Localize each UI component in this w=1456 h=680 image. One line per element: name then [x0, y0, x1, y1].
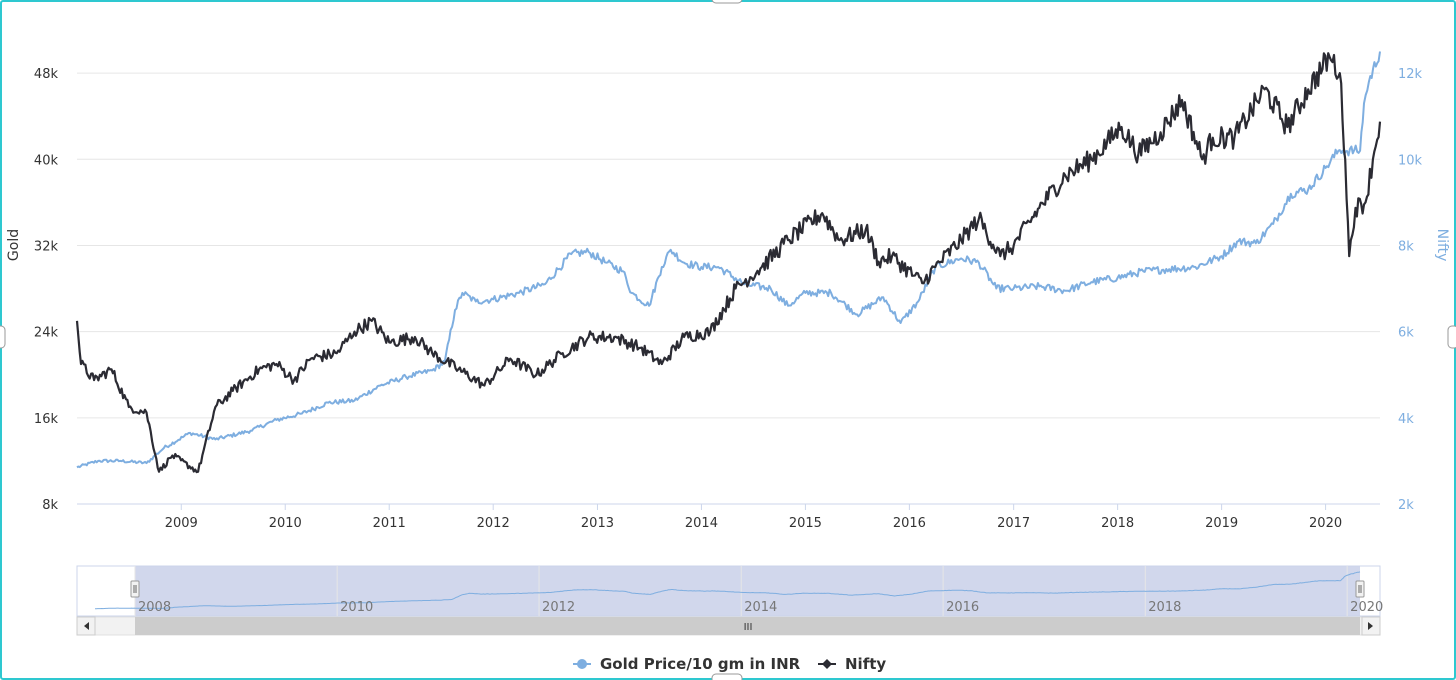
bottom-resize-handle[interactable]: [711, 673, 743, 680]
x-tick-label: 2020: [1309, 516, 1342, 531]
right-tick-label: 2k: [1398, 498, 1414, 513]
left-tick-label: 24k: [34, 326, 59, 341]
navigator-label: 2014: [744, 600, 777, 615]
navigator-right-handle[interactable]: [1355, 580, 1365, 598]
legend: Gold Price/10 gm in INR Nifty: [573, 655, 886, 673]
series-layer: [75, 51, 1382, 474]
legend-item-gold[interactable]: Gold Price/10 gm in INR: [573, 655, 801, 673]
x-tick-label: 2017: [997, 516, 1030, 531]
scroll-right-button[interactable]: [1361, 616, 1381, 636]
navigator-left-handle[interactable]: [130, 580, 140, 598]
left-tick-label: 8k: [42, 498, 58, 513]
top-resize-handle[interactable]: [711, 0, 743, 4]
arrow-left-icon: [84, 622, 89, 630]
left-tick-label: 32k: [34, 239, 59, 254]
navigator-label: 2008: [138, 600, 171, 615]
right-axis-title: Nifty: [1434, 229, 1450, 262]
legend-label-gold: Gold Price/10 gm in INR: [600, 655, 801, 673]
legend-item-nifty[interactable]: Nifty: [818, 655, 886, 673]
left-axis-title: Gold: [6, 229, 22, 261]
x-tick-label: 2015: [789, 516, 822, 531]
scroll-left-button[interactable]: [76, 616, 96, 636]
legend-label-nifty: Nifty: [845, 655, 886, 673]
x-tick-label: 2016: [893, 516, 926, 531]
x-tick-label: 2019: [1205, 516, 1238, 531]
navigator-label: 2020: [1350, 600, 1383, 615]
right-tick-label: 8k: [1398, 239, 1414, 254]
series-line-gold[interactable]: [76, 51, 1381, 469]
x-tick-label: 2011: [373, 516, 406, 531]
series-line-nifty[interactable]: [75, 52, 1382, 474]
navigator-label: 2016: [946, 600, 979, 615]
navigator-label: 2018: [1148, 600, 1181, 615]
navigator-labels: 2008 2010 2012 2014 2016 2018 2020: [138, 600, 1383, 615]
x-tick-label: 2009: [165, 516, 198, 531]
scrollbar[interactable]: III: [76, 616, 1381, 636]
left-tick-label: 40k: [34, 153, 59, 168]
navigator[interactable]: 2008 2010 2012 2014 2016 2018 2020: [76, 565, 1383, 617]
left-resize-handle[interactable]: [0, 325, 6, 349]
navigator-label: 2012: [542, 600, 575, 615]
navigator-series-line: [94, 571, 1361, 610]
x-tick-label: 2013: [581, 516, 614, 531]
left-axis-ticks: 8k 16k 24k 32k 40k 48k: [34, 67, 59, 513]
x-tick-label: 2018: [1101, 516, 1134, 531]
grid-lines: [77, 72, 1380, 419]
right-axis-ticks: 2k 4k 6k 8k 10k 12k: [1398, 67, 1423, 513]
right-resize-handle[interactable]: [1447, 325, 1456, 349]
right-tick-label: 6k: [1398, 326, 1414, 341]
navigator-label: 2010: [340, 600, 373, 615]
scrollbar-grip: III: [744, 622, 753, 633]
x-axis-ticks: 2009 2010 2011 2012 2013 2014 2015 2016 2017 2018…: [165, 504, 1342, 531]
right-tick-label: 10k: [1398, 153, 1423, 168]
right-tick-label: 4k: [1398, 412, 1414, 427]
scrollbar-thumb[interactable]: [135, 617, 1360, 635]
right-tick-label: 12k: [1398, 67, 1423, 82]
x-tick-label: 2014: [685, 516, 718, 531]
x-tick-label: 2010: [269, 516, 302, 531]
arrow-right-icon: [1368, 622, 1373, 630]
x-tick-label: 2012: [477, 516, 510, 531]
left-tick-label: 48k: [34, 67, 59, 82]
left-tick-label: 16k: [34, 412, 59, 427]
legend-marker-nifty: [822, 659, 832, 669]
legend-marker-gold: [577, 659, 587, 669]
